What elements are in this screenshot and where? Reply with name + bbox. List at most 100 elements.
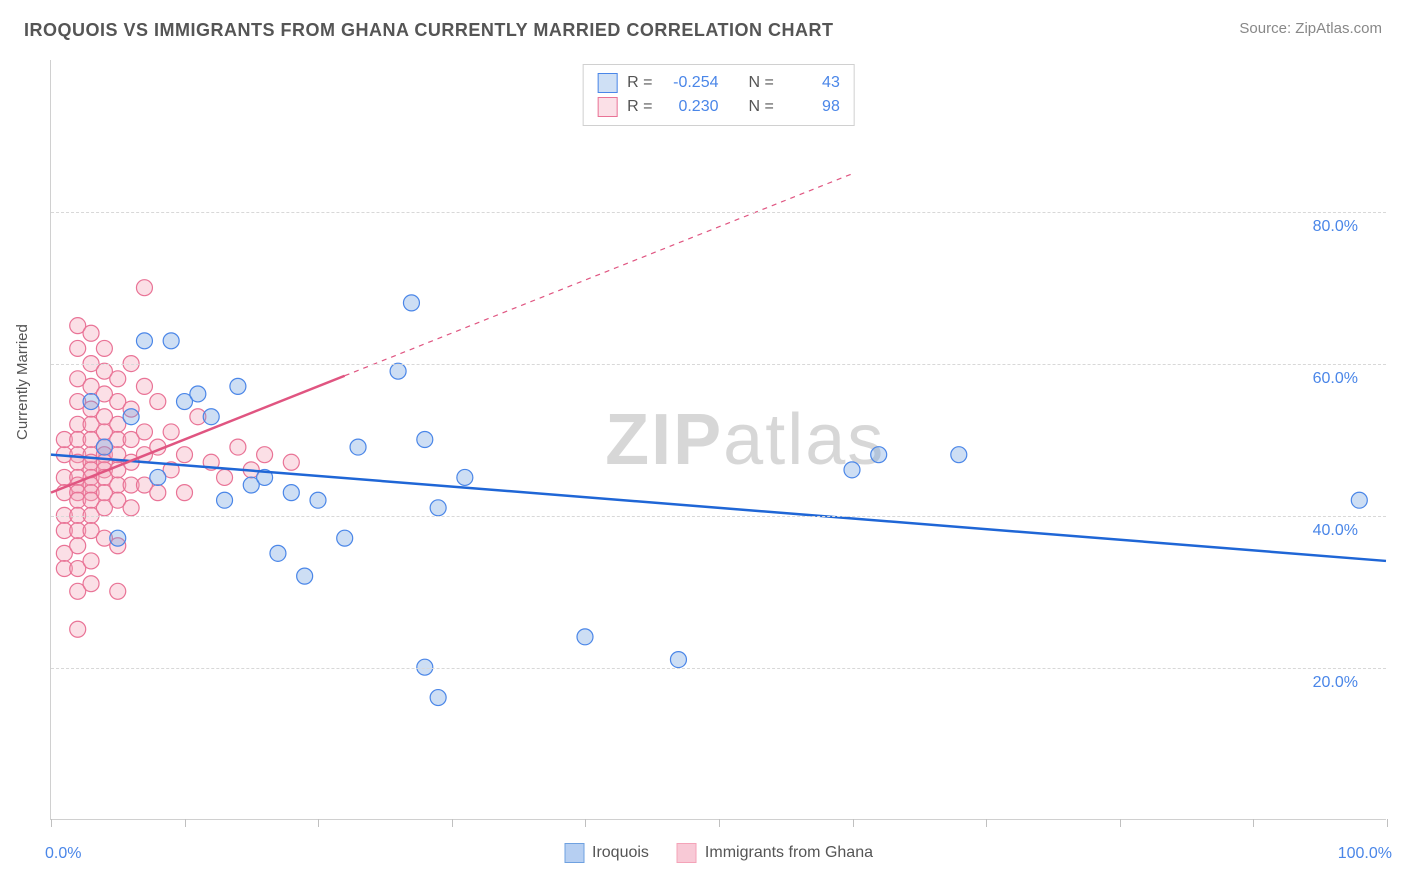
stat-r-label: R = xyxy=(627,98,652,116)
data-point xyxy=(403,295,419,311)
gridline xyxy=(51,364,1386,365)
gridline xyxy=(51,516,1386,517)
x-tick xyxy=(1387,819,1388,827)
chart-title: IROQUOIS VS IMMIGRANTS FROM GHANA CURREN… xyxy=(24,20,834,41)
data-point xyxy=(150,469,166,485)
y-axis-label: Currently Married xyxy=(14,324,31,440)
data-point xyxy=(83,394,99,410)
data-point xyxy=(257,447,273,463)
stat-r-value: 0.230 xyxy=(663,98,719,116)
data-point xyxy=(390,363,406,379)
data-point xyxy=(70,340,86,356)
data-point xyxy=(310,492,326,508)
x-tick xyxy=(51,819,52,827)
legend-swatch xyxy=(677,843,697,863)
x-min-label: 0.0% xyxy=(45,845,81,863)
x-tick xyxy=(585,819,586,827)
data-point xyxy=(96,439,112,455)
data-point xyxy=(283,485,299,501)
data-point xyxy=(136,333,152,349)
stat-n-value: 98 xyxy=(784,98,840,116)
data-point xyxy=(430,690,446,706)
data-point xyxy=(217,492,233,508)
legend-stat-row: R = 0.230 N = 98 xyxy=(597,95,840,119)
legend-swatch xyxy=(597,73,617,93)
stat-r-label: R = xyxy=(627,74,652,92)
data-point xyxy=(230,378,246,394)
legend-stat-row: R = -0.254 N = 43 xyxy=(597,71,840,95)
data-point xyxy=(1351,492,1367,508)
data-point xyxy=(123,409,139,425)
data-point xyxy=(136,280,152,296)
data-point xyxy=(110,530,126,546)
data-point xyxy=(951,447,967,463)
stat-n-value: 43 xyxy=(784,74,840,92)
chart-plot-area: ZIPatlas R =-0.254N =43R =0.230N =98 Iro… xyxy=(50,60,1386,820)
data-point xyxy=(430,500,446,516)
x-tick xyxy=(1120,819,1121,827)
gridline xyxy=(51,668,1386,669)
data-point xyxy=(70,621,86,637)
data-point xyxy=(457,469,473,485)
x-tick xyxy=(452,819,453,827)
x-tick xyxy=(185,819,186,827)
data-point xyxy=(70,538,86,554)
data-point xyxy=(577,629,593,645)
gridline xyxy=(51,212,1386,213)
regression-line-extrapolated xyxy=(345,174,852,376)
data-point xyxy=(350,439,366,455)
x-tick xyxy=(318,819,319,827)
data-point xyxy=(110,583,126,599)
y-tick-label: 60.0% xyxy=(1313,370,1358,388)
data-point xyxy=(150,485,166,501)
data-point xyxy=(96,340,112,356)
data-point xyxy=(417,432,433,448)
legend-series-label: Immigrants from Ghana xyxy=(705,844,873,862)
y-tick-label: 80.0% xyxy=(1313,218,1358,236)
x-tick xyxy=(986,819,987,827)
y-tick-label: 20.0% xyxy=(1313,674,1358,692)
legend-swatch xyxy=(597,97,617,117)
data-point xyxy=(177,447,193,463)
data-point xyxy=(844,462,860,478)
data-point xyxy=(270,545,286,561)
chart-source: Source: ZipAtlas.com xyxy=(1239,20,1382,37)
data-point xyxy=(163,424,179,440)
chart-header: IROQUOIS VS IMMIGRANTS FROM GHANA CURREN… xyxy=(0,0,1406,51)
data-point xyxy=(190,386,206,402)
x-tick xyxy=(719,819,720,827)
x-tick xyxy=(853,819,854,827)
x-max-label: 100.0% xyxy=(1338,845,1392,863)
data-point xyxy=(871,447,887,463)
data-point xyxy=(110,371,126,387)
data-point xyxy=(83,576,99,592)
data-point xyxy=(670,652,686,668)
stat-n-label: N = xyxy=(749,74,774,92)
stat-r-value: -0.254 xyxy=(663,74,719,92)
legend-series-item: Immigrants from Ghana xyxy=(677,843,873,863)
data-point xyxy=(163,333,179,349)
data-point xyxy=(177,485,193,501)
data-point xyxy=(150,394,166,410)
correlation-legend: R = -0.254 N = 43 R = 0.230 N = 98 xyxy=(582,64,855,126)
data-point xyxy=(83,553,99,569)
data-point xyxy=(230,439,246,455)
chart-svg xyxy=(51,60,1386,819)
y-tick-label: 40.0% xyxy=(1313,522,1358,540)
stat-n-label: N = xyxy=(749,98,774,116)
legend-series-item: Iroquois xyxy=(564,843,649,863)
data-point xyxy=(203,409,219,425)
data-point xyxy=(123,500,139,516)
legend-swatch xyxy=(564,843,584,863)
legend-series-label: Iroquois xyxy=(592,844,649,862)
regression-line xyxy=(51,455,1386,561)
data-point xyxy=(217,469,233,485)
data-point xyxy=(83,325,99,341)
series-legend: Iroquois Immigrants from Ghana xyxy=(564,843,873,863)
x-tick xyxy=(1253,819,1254,827)
data-point xyxy=(297,568,313,584)
data-point xyxy=(136,378,152,394)
data-point xyxy=(283,454,299,470)
data-point xyxy=(337,530,353,546)
data-point xyxy=(136,424,152,440)
